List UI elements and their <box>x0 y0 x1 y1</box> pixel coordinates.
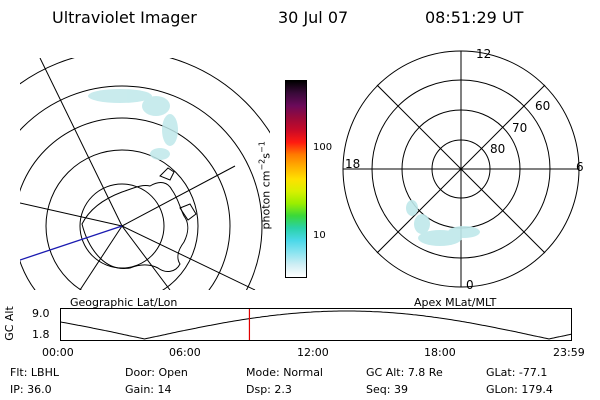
time-tick-0000: 00:00 <box>42 346 74 359</box>
coast-island <box>159 167 175 181</box>
aurora-emission <box>88 89 178 160</box>
colorbar-gradient <box>286 81 306 277</box>
meridian-line <box>121 225 171 290</box>
colorbar-unit-label: photon cm−2s−1 <box>257 141 273 230</box>
meridian-line <box>121 225 256 290</box>
colorbar-tick-10: 10 <box>313 230 326 241</box>
meridian-line <box>79 225 123 290</box>
lat-circle <box>45 149 199 290</box>
date-label: 30 Jul 07 <box>278 8 349 27</box>
altitude-curve <box>60 310 572 340</box>
status-door: Door: Open <box>125 366 188 379</box>
status-filter: Flt: LBHL <box>10 366 59 379</box>
time-tick-0600: 06:00 <box>169 346 201 359</box>
apex-map-label: Apex MLat/MLT <box>414 296 497 309</box>
status-dsp: Dsp: 2.3 <box>246 383 292 396</box>
coast-island <box>179 203 197 221</box>
altitude-ymax-label: 9.0 <box>32 307 50 320</box>
mlat-label-80: 80 <box>490 142 506 156</box>
mlat-label-60: 60 <box>535 99 551 113</box>
geographic-map <box>20 58 270 290</box>
altitude-plot-frame <box>60 308 572 341</box>
status-gc-alt: GC Alt: 7.8 Re <box>366 366 443 379</box>
status-glat: GLat: -77.1 <box>486 366 548 379</box>
mlt-polar-plot <box>342 50 580 288</box>
mlt-label-18: 18 <box>345 157 361 171</box>
lat-circle <box>20 85 263 290</box>
status-mode: Mode: Normal <box>246 366 323 379</box>
time-tick-1800: 18:00 <box>424 346 456 359</box>
time-tick-2359: 23:59 <box>553 346 585 359</box>
mlt-diagonal <box>376 84 546 254</box>
colorbar-tick-100: 100 <box>313 142 333 153</box>
time-tick-1200: 12:00 <box>297 346 329 359</box>
mlt-label-6: 6 <box>576 160 584 174</box>
geographic-map-label: Geographic Lat/Lon <box>70 296 178 309</box>
orbit-track-line <box>20 225 123 261</box>
altitude-ymin-label: 1.8 <box>32 328 50 341</box>
lat-circle <box>20 117 231 290</box>
meridian-line <box>39 58 123 227</box>
time-label: 08:51:29 UT <box>425 8 524 27</box>
status-gain: Gain: 14 <box>125 383 172 396</box>
aurora-emission <box>406 200 480 246</box>
mlt-label-0: 0 <box>466 278 474 292</box>
antarctica-coastline <box>81 182 189 272</box>
colorbar <box>285 80 307 278</box>
meridian-line <box>20 202 123 227</box>
status-glon: GLon: 179.4 <box>486 383 553 396</box>
meridian-line <box>121 165 236 227</box>
instrument-title: Ultraviolet Imager <box>52 8 197 27</box>
status-seq: Seq: 39 <box>366 383 408 396</box>
mlat-label-70: 70 <box>512 121 528 135</box>
status-ip: IP: 36.0 <box>10 383 52 396</box>
altitude-plot <box>60 308 572 341</box>
altitude-axis-label: GC Alt <box>2 306 16 341</box>
mlt-label-12: 12 <box>476 47 492 61</box>
